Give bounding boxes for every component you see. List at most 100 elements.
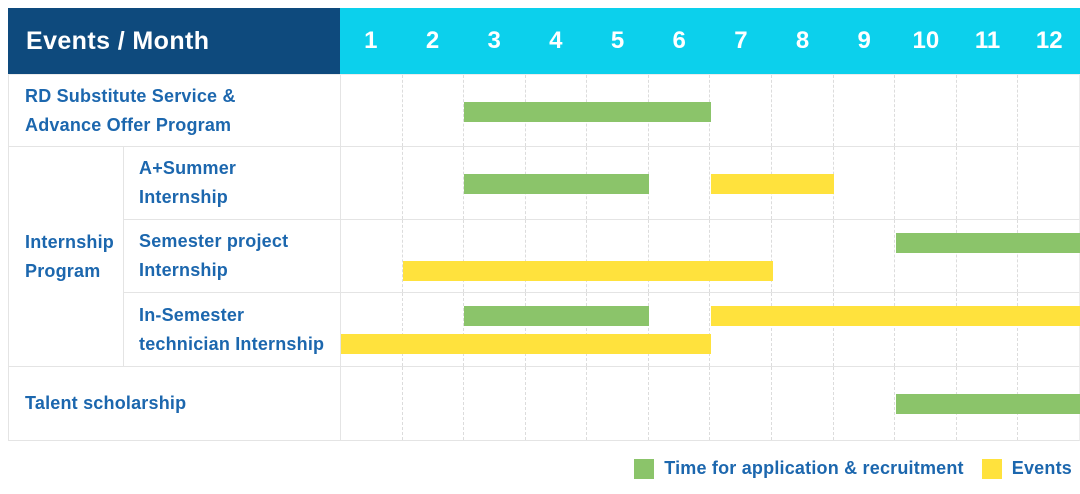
gantt-bar-event [711, 173, 835, 194]
month-grid-cell [771, 293, 833, 366]
month-grid-cell [1017, 293, 1079, 366]
gantt-row: Talent scholarship [8, 367, 1080, 441]
month-grid-cell [524, 367, 587, 440]
month-grid-cell [341, 367, 402, 440]
month-grid-cell [955, 220, 1018, 292]
gantt-row: A+Summer Internship [8, 147, 1080, 220]
month-header-cell: 5 [610, 27, 625, 54]
month-grid-cell [586, 220, 648, 292]
month-grid-cell [586, 367, 648, 440]
month-grid-cell [647, 147, 710, 219]
month-grid-cell [771, 367, 833, 440]
header-row: Events / Month 1 2 3 4 5 6 7 8 9 10 11 12 [8, 8, 1080, 74]
month-grid-cell [709, 367, 771, 440]
gantt-bar-event [402, 261, 773, 281]
month-grid-cell [401, 220, 464, 292]
month-grid-cell [463, 147, 525, 219]
month-grid-cell [1017, 220, 1079, 292]
gantt-bar-application [896, 233, 1080, 253]
month-grid-cell [709, 220, 771, 292]
month-grid-cell [401, 367, 464, 440]
month-grid-cell [894, 293, 956, 366]
month-grid-cell [647, 220, 710, 292]
gantt-bar-event [341, 334, 711, 354]
group-label: Internship Program [25, 231, 115, 281]
month-header-cell: 3 [487, 27, 501, 54]
month-grid-cell [955, 147, 1018, 219]
legend-item-event: Events [981, 458, 1072, 479]
month-grid-cell [341, 293, 402, 366]
gantt-bar-application [464, 306, 650, 326]
month-header-cell: 7 [734, 27, 748, 54]
month-grid-cell [709, 147, 771, 219]
month-grid-cell [586, 293, 648, 366]
month-grid-cell [771, 75, 833, 146]
month-grid-cell [341, 147, 402, 219]
month-header-cell: 10 [912, 27, 940, 54]
month-grid-cell [955, 75, 1018, 146]
row-label-cell: RD Substitute Service & Advance Offer Pr… [9, 75, 341, 146]
month-grid-cell [463, 367, 525, 440]
month-grid-cell [401, 293, 464, 366]
row-label-cell: Talent scholarship [9, 367, 341, 440]
month-grid [341, 147, 1079, 219]
gantt-row: In-Semester technician Internship [8, 293, 1080, 367]
gantt-bar-application [896, 394, 1080, 414]
row-sublabel: A+Summer Internship [139, 158, 237, 207]
month-grid-cell [832, 220, 895, 292]
month-grid-cell [1017, 147, 1079, 219]
month-grid [341, 293, 1080, 366]
month-grid [341, 220, 1080, 292]
gantt-bar-event [711, 306, 1080, 326]
month-grid-cell [524, 293, 587, 366]
month-grid-cell [463, 220, 525, 292]
month-header-cell: 6 [672, 27, 686, 54]
gantt-bar-application [464, 173, 650, 194]
month-grid-cell [647, 367, 710, 440]
gantt-row: RD Substitute Service & Advance Offer Pr… [8, 74, 1080, 147]
month-grid-cell [401, 75, 464, 146]
row-label: Talent scholarship [25, 393, 187, 413]
month-grid-cell [832, 367, 895, 440]
gantt-row: Semester project Internship [8, 220, 1080, 293]
month-grid-cell [463, 75, 525, 146]
month-header-cell: 11 [974, 27, 1001, 54]
row-sublabel-cell: Semester project Internship [125, 220, 341, 292]
month-grid [341, 75, 1079, 146]
legend-swatch-event [981, 458, 1002, 479]
legend-swatch-application [634, 458, 655, 479]
month-grid-cell [832, 147, 895, 219]
row-label: RD Substitute Service & Advance Offer Pr… [25, 85, 236, 135]
month-header-row: 1 2 3 4 5 6 7 8 9 10 11 12 [340, 8, 1080, 74]
month-header-cell: 9 [857, 27, 871, 54]
legend: Time for application & recruitment Events [634, 458, 1072, 479]
row-sublabel-cell: In-Semester technician Internship [125, 293, 341, 366]
month-grid-cell [771, 220, 833, 292]
month-grid-cell [341, 75, 402, 146]
month-grid-cell [1017, 75, 1079, 146]
row-sublabel: In-Semester technician Internship [139, 304, 325, 354]
legend-item-application: Time for application & recruitment [634, 458, 964, 479]
month-grid-cell [894, 147, 956, 219]
month-grid-cell [524, 220, 587, 292]
column-header-events-month: Events / Month [8, 8, 340, 74]
month-grid-cell [894, 220, 956, 292]
month-grid-cell [894, 367, 956, 440]
row-sublabel-cell: A+Summer Internship [125, 147, 341, 219]
month-header-cell: 2 [425, 27, 440, 54]
month-grid-cell [647, 293, 710, 366]
month-grid-cell [709, 75, 771, 146]
month-grid-cell [401, 147, 464, 219]
month-grid-cell [955, 293, 1018, 366]
month-header-cell: 1 [364, 27, 378, 54]
gantt-bar-application [464, 101, 711, 122]
month-header-cell: 12 [1035, 27, 1063, 54]
month-grid-cell [832, 75, 895, 146]
month-header-cell: 8 [795, 27, 810, 54]
month-grid-cell [341, 220, 402, 292]
month-grid [341, 367, 1080, 440]
legend-label: Time for application & recruitment [664, 458, 964, 478]
month-grid-cell [463, 293, 525, 366]
month-header-cell: 4 [549, 27, 563, 54]
